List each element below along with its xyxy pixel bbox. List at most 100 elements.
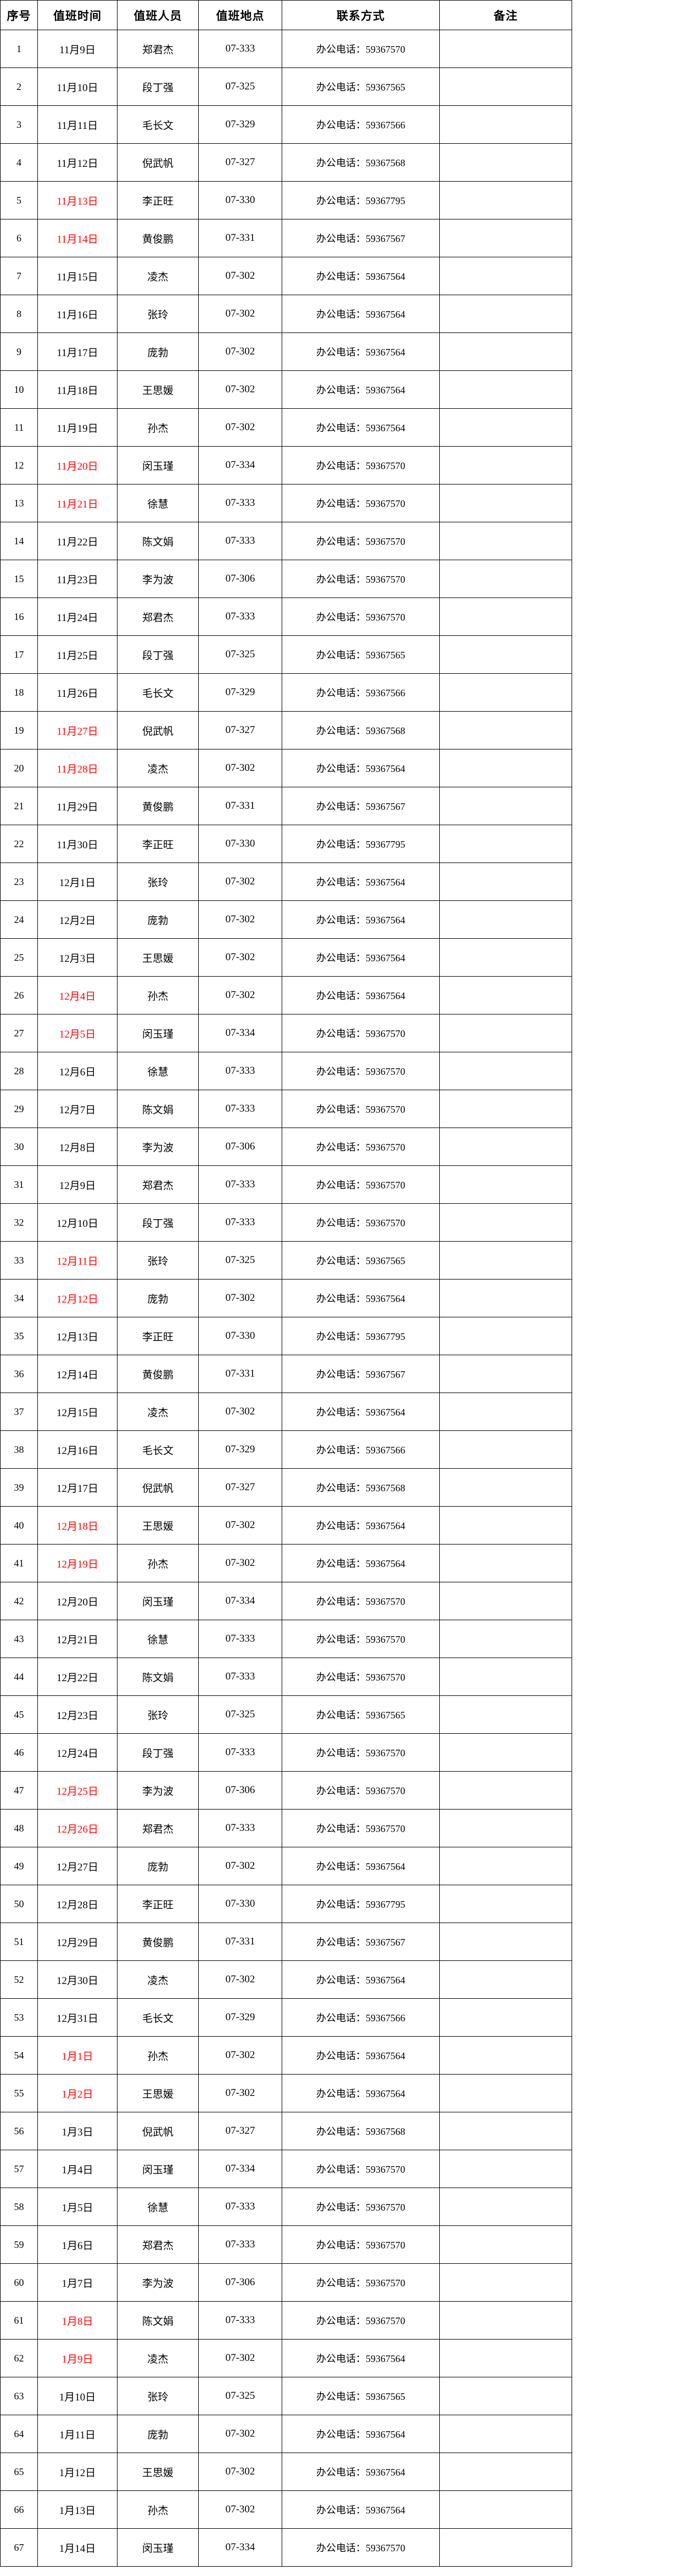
cell-person: 孙杰 (117, 2036, 199, 2075)
cell-contact: 办公电话：59367570 (282, 1014, 440, 1052)
cell-date: 11月16日 (37, 295, 118, 333)
table-row: 25 12月3日 王思媛 07-302 办公电话：59367564 (0, 938, 572, 977)
table-row: 26 12月4日 孙杰 07-302 办公电话：59367564 (0, 976, 572, 1014)
cell-person: 陈文娟 (117, 522, 199, 560)
cell-date: 12月10日 (37, 1203, 118, 1242)
cell-remark (439, 1544, 572, 1582)
cell-person: 闵玉瑾 (117, 446, 199, 484)
cell-remark (439, 257, 572, 295)
cell-place: 07-325 (198, 635, 282, 674)
table-row: 67 1月14日 闵玉瑾 07-334 办公电话：59367570 (0, 2528, 572, 2567)
table-row: 19 11月27日 倪武帆 07-327 办公电话：59367568 (0, 711, 572, 749)
table-row: 43 12月21日 徐慧 07-333 办公电话：59367570 (0, 1620, 572, 1658)
cell-remark (439, 1279, 572, 1317)
cell-place: 07-302 (198, 1393, 282, 1431)
cell-contact: 办公电话：59367570 (282, 2528, 440, 2567)
cell-person: 黄俊鹏 (117, 1355, 199, 1393)
table-row: 34 12月12日 庞勃 07-302 办公电话：59367564 (0, 1279, 572, 1317)
cell-person: 李正旺 (117, 1885, 199, 1923)
cell-place: 07-330 (198, 1885, 282, 1923)
cell-person: 郑君杰 (117, 30, 199, 68)
cell-person: 倪武帆 (117, 1468, 199, 1507)
cell-person: 闵玉瑾 (117, 1582, 199, 1620)
cell-index: 38 (0, 1430, 38, 1469)
cell-date: 12月19日 (37, 1544, 118, 1582)
cell-index: 9 (0, 332, 38, 371)
cell-index: 67 (0, 2528, 38, 2567)
cell-date: 12月29日 (37, 1923, 118, 1961)
table-row: 66 1月13日 孙杰 07-302 办公电话：59367564 (0, 2490, 572, 2529)
table-row: 41 12月19日 孙杰 07-302 办公电话：59367564 (0, 1544, 572, 1582)
cell-remark (439, 2415, 572, 2453)
cell-index: 47 (0, 1771, 38, 1810)
cell-index: 58 (0, 2188, 38, 2226)
cell-index: 62 (0, 2339, 38, 2377)
cell-index: 59 (0, 2225, 38, 2264)
table-row: 8 11月16日 张玲 07-302 办公电话：59367564 (0, 295, 572, 333)
cell-index: 32 (0, 1203, 38, 1242)
cell-contact: 办公电话：59367565 (282, 2377, 440, 2415)
cell-index: 42 (0, 1582, 38, 1620)
cell-date: 11月25日 (37, 635, 118, 674)
cell-place: 07-331 (198, 1355, 282, 1393)
table-row: 1 11月9日 郑君杰 07-333 办公电话：59367570 (0, 30, 572, 68)
table-row: 13 11月21日 徐慧 07-333 办公电话：59367570 (0, 484, 572, 522)
column-header-place: 值班地点 (198, 0, 282, 30)
cell-date: 11月13日 (37, 181, 118, 219)
table-row: 23 12月1日 张玲 07-302 办公电话：59367564 (0, 863, 572, 901)
cell-contact: 办公电话：59367565 (282, 635, 440, 674)
cell-person: 孙杰 (117, 976, 199, 1014)
table-row: 65 1月12日 王思媛 07-302 办公电话：59367564 (0, 2453, 572, 2491)
cell-contact: 办公电话：59367570 (282, 446, 440, 484)
cell-date: 1月13日 (37, 2490, 118, 2529)
cell-place: 07-306 (198, 2263, 282, 2302)
cell-place: 07-302 (198, 2453, 282, 2491)
cell-date: 12月13日 (37, 1317, 118, 1355)
cell-index: 5 (0, 181, 38, 219)
cell-person: 张玲 (117, 2377, 199, 2415)
cell-remark (439, 30, 572, 68)
cell-person: 凌杰 (117, 1960, 199, 1999)
cell-index: 15 (0, 560, 38, 598)
cell-remark (439, 1128, 572, 1166)
cell-contact: 办公电话：59367564 (282, 408, 440, 447)
cell-remark (439, 2263, 572, 2302)
cell-index: 37 (0, 1393, 38, 1431)
cell-person: 孙杰 (117, 2490, 199, 2529)
cell-remark (439, 1393, 572, 1431)
cell-date: 1月9日 (37, 2339, 118, 2377)
table-row: 61 1月8日 陈文娟 07-333 办公电话：59367570 (0, 2301, 572, 2340)
table-row: 11 11月19日 孙杰 07-302 办公电话：59367564 (0, 408, 572, 447)
table-row: 45 12月23日 张玲 07-325 办公电话：59367565 (0, 1695, 572, 1734)
cell-place: 07-333 (198, 1620, 282, 1658)
cell-date: 1月4日 (37, 2150, 118, 2188)
cell-person: 郑君杰 (117, 598, 199, 636)
cell-place: 07-302 (198, 976, 282, 1014)
cell-date: 1月10日 (37, 2377, 118, 2415)
table-row: 15 11月23日 李为波 07-306 办公电话：59367570 (0, 560, 572, 598)
cell-date: 11月17日 (37, 332, 118, 371)
table-header: 序号 值班时间 值班人员 值班地点 联系方式 备注 (0, 0, 572, 30)
table-row: 38 12月16日 毛长文 07-329 办公电话：59367566 (0, 1430, 572, 1469)
cell-person: 张玲 (117, 863, 199, 901)
cell-place: 07-302 (198, 2490, 282, 2529)
table-row: 4 11月12日 倪武帆 07-327 办公电话：59367568 (0, 143, 572, 182)
cell-remark (439, 1998, 572, 2037)
cell-index: 41 (0, 1544, 38, 1582)
cell-person: 段丁强 (117, 635, 199, 674)
cell-index: 12 (0, 446, 38, 484)
cell-person: 郑君杰 (117, 2225, 199, 2264)
cell-index: 21 (0, 787, 38, 825)
cell-remark (439, 1582, 572, 1620)
cell-date: 12月23日 (37, 1695, 118, 1734)
cell-index: 8 (0, 295, 38, 333)
cell-contact: 办公电话：59367564 (282, 2074, 440, 2112)
cell-index: 57 (0, 2150, 38, 2188)
cell-date: 12月16日 (37, 1430, 118, 1469)
cell-person: 黄俊鹏 (117, 787, 199, 825)
cell-place: 07-330 (198, 181, 282, 219)
cell-remark (439, 1165, 572, 1204)
cell-place: 07-325 (198, 67, 282, 106)
cell-contact: 办公电话：59367570 (282, 1090, 440, 1128)
cell-index: 10 (0, 370, 38, 409)
